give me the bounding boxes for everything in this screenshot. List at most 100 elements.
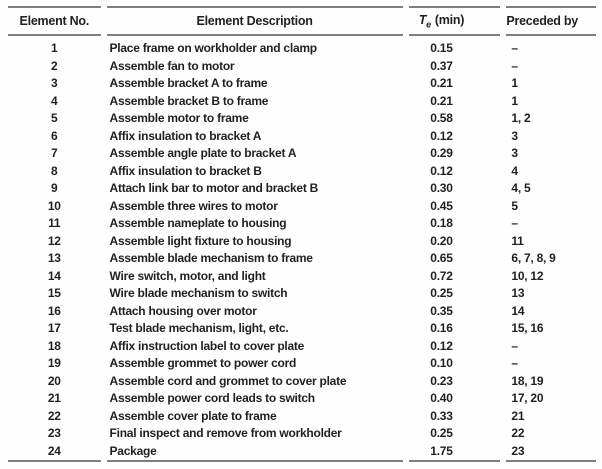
table-row: 8 Affix insulation to bracket B 0.12 4 <box>8 163 596 181</box>
element-description-cell: Assemble cover plate to frame <box>109 408 277 423</box>
element-description-cell: Assemble three wires to motor <box>109 198 278 213</box>
te-min-cell: 0.25 <box>430 286 453 300</box>
table-row: 21 Assemble power cord leads to switch 0.4… <box>8 390 596 408</box>
te-symbol: T <box>418 12 427 27</box>
element-no-cell: 6 <box>51 128 58 143</box>
element-no-cell: 24 <box>8 443 101 462</box>
element-description-cell: Wire switch, motor, and light <box>109 268 266 283</box>
element-description-cell: Assemble fan to motor <box>109 58 235 73</box>
element-no-cell: 20 <box>47 373 61 388</box>
preceded-by-cell: 17, 20 <box>511 391 544 405</box>
element-no-cell: 21 <box>47 391 61 405</box>
element-no-cell: 18 <box>47 338 61 353</box>
element-no-cell: 10 <box>47 198 61 213</box>
table-header: Element No. Element Description Te (min) … <box>8 6 596 36</box>
element-description-cell: Wire blade mechanism to switch <box>109 286 288 300</box>
preceded-by-cell: 23 <box>506 443 596 462</box>
element-description-cell: Assemble angle plate to bracket A <box>109 146 297 160</box>
element-description-cell: Affix instruction label to cover plate <box>109 338 305 353</box>
table-row: 4 Assemble bracket B to frame 0.21 1 <box>8 93 596 111</box>
te-subscript: e <box>426 19 431 30</box>
table-row: 11 Assemble nameplate to housing 0.18 – <box>8 215 596 233</box>
preceded-by-cell: 5 <box>511 198 518 213</box>
preceded-by-cell: 1, 2 <box>511 111 531 125</box>
te-min-cell: 0.45 <box>430 198 453 213</box>
table-row: 16 Attach housing over motor 0.35 14 <box>8 303 596 321</box>
preceded-by-cell: 6, 7, 8, 9 <box>511 251 556 265</box>
column-header-preceded-by: Preceded by <box>506 6 596 36</box>
element-description-cell: Affix insulation to bracket A <box>109 128 262 143</box>
element-no-cell: 1 <box>51 41 58 55</box>
te-min-cell: 0.30 <box>430 181 453 195</box>
element-description-cell: Attach link bar to motor and bracket B <box>109 181 319 195</box>
element-no-cell: 3 <box>51 76 58 90</box>
te-min-cell: 0.12 <box>430 128 453 143</box>
column-header-element-description: Element Description <box>106 6 403 36</box>
preceded-by-cell: – <box>511 216 518 230</box>
element-description-cell: Package <box>106 443 403 462</box>
element-no-cell: 7 <box>51 146 58 160</box>
te-min-cell: 0.18 <box>430 216 453 230</box>
te-min-cell: 0.23 <box>430 373 453 388</box>
te-min-cell: 0.21 <box>430 93 453 108</box>
element-description-cell: Final inspect and remove from workholder <box>109 426 342 440</box>
element-description-cell: Assemble power cord leads to switch <box>109 391 316 405</box>
te-min-cell: 0.12 <box>430 163 453 178</box>
element-no-cell: 4 <box>51 93 58 108</box>
element-no-cell: 14 <box>47 268 61 283</box>
element-no-cell: 11 <box>48 216 61 230</box>
element-description-cell: Assemble blade mechanism to frame <box>109 251 313 265</box>
element-no-cell: 12 <box>47 233 61 248</box>
table-body: 1 Place frame on workholder and clamp 0.15… <box>8 36 596 462</box>
te-min-cell: 0.10 <box>430 356 453 370</box>
element-task-table: Element No. Element Description Te (min) … <box>2 6 602 462</box>
te-min-cell: 0.16 <box>430 321 453 335</box>
preceded-by-cell: 14 <box>511 303 525 318</box>
te-min-cell: 0.21 <box>430 76 453 90</box>
te-unit-label: (min) <box>434 12 465 27</box>
element-description-cell: Affix insulation to bracket B <box>109 163 262 178</box>
preceded-by-cell: 22 <box>511 426 525 440</box>
element-description-cell: Test blade mechanism, light, etc. <box>109 321 289 335</box>
table-row: 3 Assemble bracket A to frame 0.21 1 <box>8 75 596 93</box>
table-row: 15 Wire blade mechanism to switch 0.25 13 <box>8 285 596 303</box>
table-row: 7 Assemble angle plate to bracket A 0.29 3 <box>8 145 596 163</box>
element-no-cell: 9 <box>51 181 58 195</box>
table-row: 1 Place frame on workholder and clamp 0.15… <box>8 36 596 58</box>
table-row: 9 Attach link bar to motor and bracket B 0… <box>8 180 596 198</box>
table-row: 17 Test blade mechanism, light, etc. 0.16 1… <box>8 320 596 338</box>
preceded-by-cell: – <box>511 58 518 73</box>
element-description-cell: Assemble bracket B to frame <box>109 93 269 108</box>
te-min-cell: 0.12 <box>430 338 453 353</box>
element-no-cell: 17 <box>47 321 61 335</box>
element-no-cell: 15 <box>47 286 61 300</box>
element-description-cell: Assemble grommet to power cord <box>109 356 297 370</box>
column-header-element-no: Element No. <box>8 6 101 36</box>
preceded-by-cell: 4, 5 <box>511 181 531 195</box>
preceded-by-cell: 15, 16 <box>511 321 544 335</box>
table-row: 13 Assemble blade mechanism to frame 0.65 6… <box>8 250 596 268</box>
element-no-cell: 19 <box>47 356 61 370</box>
te-min-cell: 1.75 <box>408 443 501 462</box>
preceded-by-cell: 3 <box>511 146 518 160</box>
preceded-by-cell: – <box>511 41 518 55</box>
element-description-cell: Attach housing over motor <box>109 303 257 318</box>
table-row: 19 Assemble grommet to power cord 0.10 – <box>8 355 596 373</box>
te-min-cell: 0.29 <box>430 146 453 160</box>
preceded-by-cell: 13 <box>511 286 525 300</box>
te-min-cell: 0.20 <box>430 233 453 248</box>
column-header-te-min: Te (min) <box>408 6 501 36</box>
te-min-cell: 0.25 <box>430 426 453 440</box>
table-row: 12 Assemble light fixture to housing 0.20 1… <box>8 233 596 251</box>
element-no-cell: 5 <box>51 111 58 125</box>
te-min-cell: 0.37 <box>430 58 453 73</box>
table-row: 10 Assemble three wires to motor 0.45 5 <box>8 198 596 216</box>
element-no-cell: 16 <box>47 303 61 318</box>
table-row: 23 Final inspect and remove from workhold… <box>8 425 596 443</box>
table-row: 18 Affix instruction label to cover plate… <box>8 338 596 356</box>
element-description-cell: Assemble bracket A to frame <box>109 76 268 90</box>
table-row: 2 Assemble fan to motor 0.37 – <box>8 58 596 76</box>
table-row: 5 Assemble motor to frame 0.58 1, 2 <box>8 110 596 128</box>
element-description-cell: Assemble cord and grommet to cover plate <box>109 373 347 388</box>
element-no-cell: 13 <box>47 251 61 265</box>
